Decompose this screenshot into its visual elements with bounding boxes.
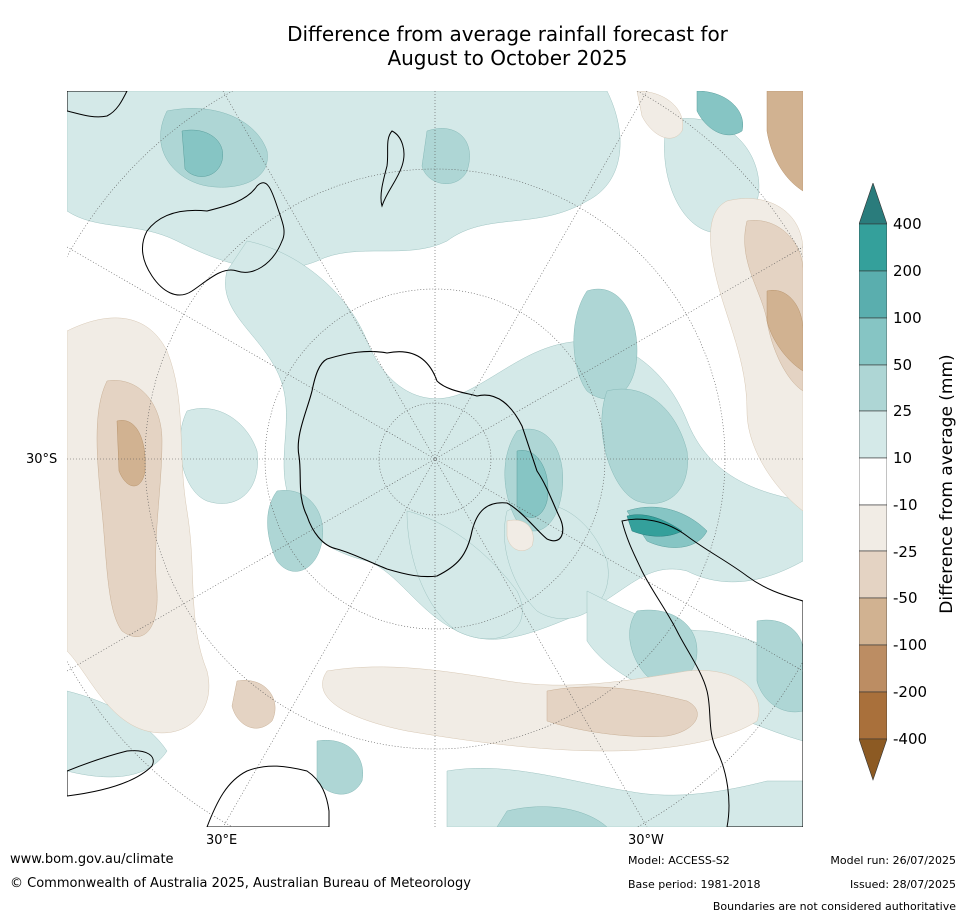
footer-model-run: Model run: 26/07/2025 (830, 854, 956, 867)
legend-title: Difference from average (mm) (937, 354, 957, 614)
lon-label-30e: 30°E (206, 833, 238, 848)
africa-west-coast (67, 750, 154, 797)
rainfall-map[interactable] (67, 91, 803, 827)
title-line-1: Difference from average rainfall forecas… (287, 22, 728, 46)
footer-base-period: Base period: 1981-2018 (628, 878, 761, 891)
map-title: Difference from average rainfall forecas… (150, 22, 865, 70)
africa-coastline (206, 765, 330, 827)
legend-tick: -50 (893, 589, 918, 607)
legend-tick: 10 (893, 449, 913, 467)
lat-label-30s: 30°S (26, 452, 58, 467)
legend-tick: 200 (893, 262, 922, 280)
antarctica-coastline (297, 350, 564, 578)
australia-coastline (141, 182, 285, 296)
footer-disclaimer: Boundaries are not considered authoritat… (712, 900, 956, 913)
footer-issued: Issued: 28/07/2025 (849, 878, 956, 891)
indonesia-coastline (67, 91, 128, 118)
legend-colorbar (859, 183, 887, 781)
legend-tick: -400 (893, 730, 928, 748)
legend-tick: 100 (893, 309, 922, 327)
south-america-coastline (621, 518, 803, 827)
footer-website-link[interactable]: www.bom.gov.au/climate (10, 852, 174, 867)
legend-tick: -200 (893, 683, 928, 701)
legend-tick: 400 (893, 215, 922, 233)
legend-tick: -100 (893, 636, 928, 654)
legend-tick: 25 (893, 402, 913, 420)
title-line-2: August to October 2025 (387, 46, 628, 70)
legend-tick: 50 (893, 356, 913, 374)
footer-model: Model: ACCESS-S2 (628, 854, 730, 867)
footer-copyright: © Commonwealth of Australia 2025, Austra… (10, 876, 471, 891)
lon-label-30w: 30°W (628, 833, 664, 848)
new-zealand-coastline (380, 130, 405, 208)
legend-tick: -10 (893, 496, 918, 514)
legend-tick: -25 (893, 543, 918, 561)
